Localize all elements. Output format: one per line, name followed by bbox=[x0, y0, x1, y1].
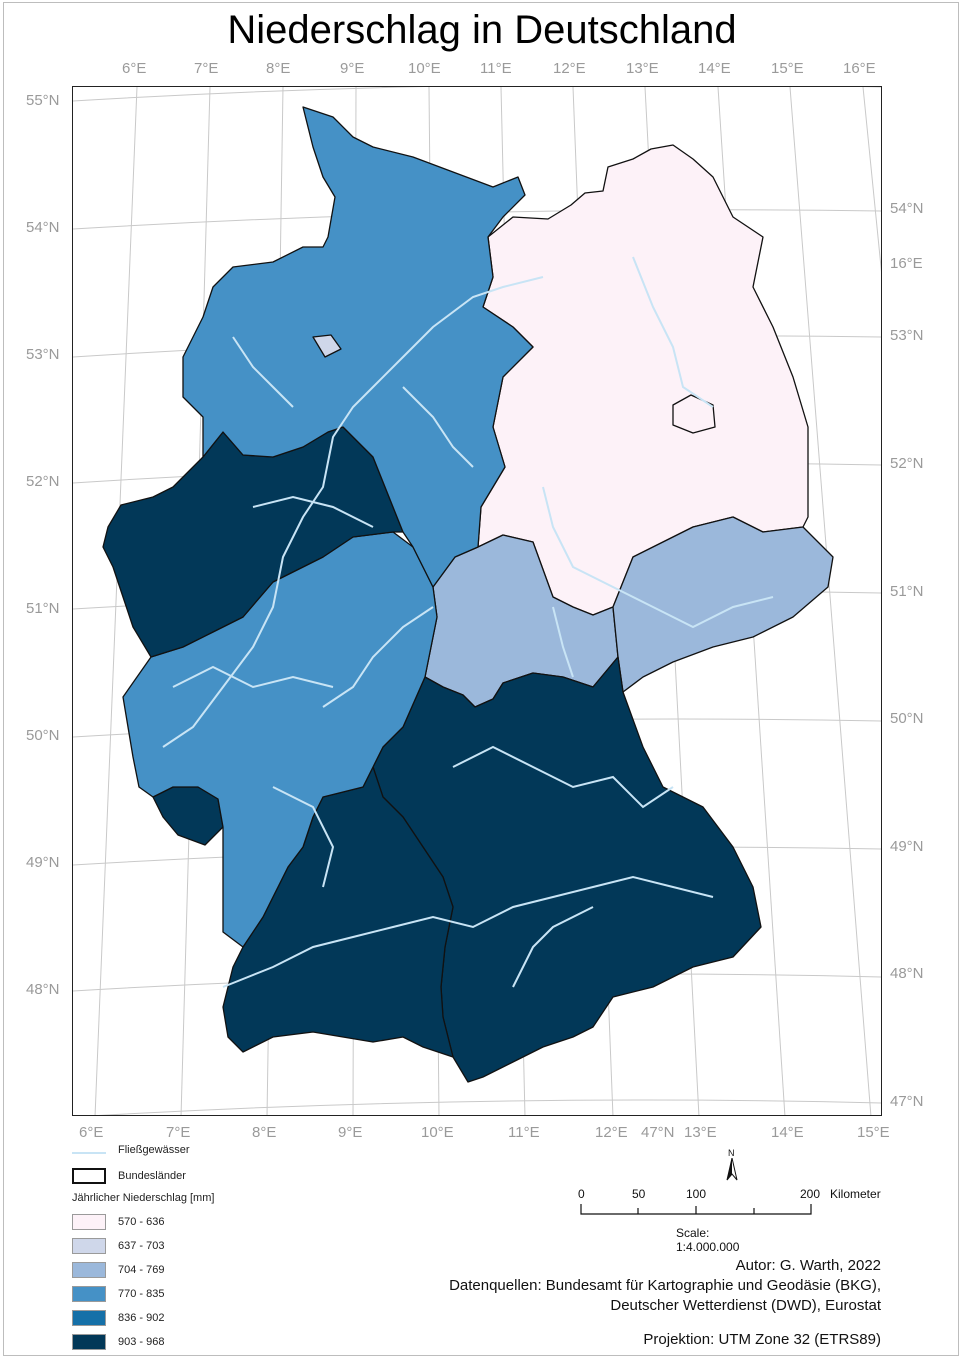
legend-swatch bbox=[72, 1310, 106, 1326]
scale-bar-line bbox=[580, 1204, 812, 1215]
lat-label: 49°N bbox=[26, 854, 60, 871]
germany-map bbox=[73, 87, 881, 1115]
lat-label: 47°N bbox=[641, 1124, 675, 1141]
lon-label: 14°E bbox=[698, 60, 731, 77]
legend-swatch bbox=[72, 1334, 106, 1350]
lon-label: 15°E bbox=[771, 60, 804, 77]
lon-label: 12°E bbox=[595, 1124, 628, 1141]
north-label: N bbox=[728, 1148, 735, 1158]
state-bremen bbox=[312, 334, 342, 358]
lon-label: 16°E bbox=[843, 60, 876, 77]
state-bw bbox=[222, 766, 454, 1058]
lat-label: 53°N bbox=[26, 346, 60, 363]
lon-label: 11°E bbox=[508, 1124, 540, 1141]
scale-tick-label: 200 bbox=[800, 1187, 821, 1201]
credits: Autor: G. Warth, 2022 Datenquellen: Bund… bbox=[449, 1256, 881, 1316]
data-sources-line-1: Datenquellen: Bundesamt für Kartographie… bbox=[449, 1277, 881, 1294]
lon-label: 13°E bbox=[684, 1124, 717, 1141]
lat-label: 50°N bbox=[26, 727, 60, 744]
state-north-west bbox=[182, 106, 534, 588]
state-outline-icon bbox=[72, 1168, 106, 1184]
lat-label: 48°N bbox=[890, 965, 924, 982]
scale-ratio: Scale: 1:4.000.000 bbox=[676, 1226, 740, 1254]
lon-label: 14°E bbox=[771, 1124, 804, 1141]
scale-tick-label: 50 bbox=[632, 1187, 646, 1201]
state-saxony bbox=[612, 516, 834, 693]
lon-label: 10°E bbox=[421, 1124, 454, 1141]
lon-label: 12°E bbox=[553, 60, 586, 77]
legend-swatch bbox=[72, 1238, 106, 1254]
north-arrow-icon bbox=[726, 1158, 738, 1181]
lat-label: 51°N bbox=[890, 583, 924, 600]
rivers bbox=[162, 256, 774, 988]
scale-unit: Kilometer bbox=[830, 1187, 881, 1201]
lon-label: 16°E bbox=[890, 255, 923, 272]
lat-label: 54°N bbox=[890, 200, 924, 217]
scale-tick-label: 100 bbox=[686, 1187, 707, 1201]
lon-label: 8°E bbox=[252, 1124, 277, 1141]
lat-label: 55°N bbox=[26, 92, 60, 109]
lon-label: 10°E bbox=[408, 60, 441, 77]
legend-classes-title: Jährlicher Niederschlag [mm] bbox=[72, 1192, 215, 1204]
lon-label: 13°E bbox=[626, 60, 659, 77]
legend-swatch bbox=[72, 1286, 106, 1302]
lon-label: 9°E bbox=[340, 60, 365, 77]
north-arrow: N bbox=[722, 1148, 742, 1182]
states bbox=[102, 106, 834, 1083]
map-frame bbox=[72, 86, 882, 1116]
legend-swatch bbox=[72, 1262, 106, 1278]
lat-label: 51°N bbox=[26, 600, 60, 617]
lon-label: 6°E bbox=[79, 1124, 104, 1141]
lon-label: 11°E bbox=[480, 60, 512, 77]
lon-label: 15°E bbox=[857, 1124, 890, 1141]
page-frame bbox=[3, 2, 959, 1356]
lat-label: 49°N bbox=[890, 838, 924, 855]
state-berlin bbox=[672, 394, 716, 434]
lat-label: 52°N bbox=[890, 455, 924, 472]
lat-label: 47°N bbox=[890, 1093, 924, 1110]
lon-label: 7°E bbox=[194, 60, 219, 77]
lon-label: 8°E bbox=[266, 60, 291, 77]
lat-label: 48°N bbox=[26, 981, 60, 998]
lat-label: 54°N bbox=[26, 219, 60, 236]
lat-label: 50°N bbox=[890, 710, 924, 727]
legend-swatch bbox=[72, 1214, 106, 1230]
projection: Projektion: UTM Zone 32 (ETRS89) bbox=[643, 1331, 881, 1348]
author: Autor: G. Warth, 2022 bbox=[735, 1257, 881, 1274]
river-line-icon bbox=[72, 1152, 106, 1154]
lat-label: 53°N bbox=[890, 327, 924, 344]
lon-label: 9°E bbox=[338, 1124, 363, 1141]
lon-label: 6°E bbox=[122, 60, 147, 77]
map-title: Niederschlag in Deutschland bbox=[227, 8, 737, 52]
scale-tick-label: 0 bbox=[578, 1187, 585, 1201]
data-sources-line-2: Deutscher Wetterdienst (DWD), Eurostat bbox=[610, 1297, 881, 1314]
lat-label: 52°N bbox=[26, 473, 60, 490]
lon-label: 7°E bbox=[166, 1124, 191, 1141]
